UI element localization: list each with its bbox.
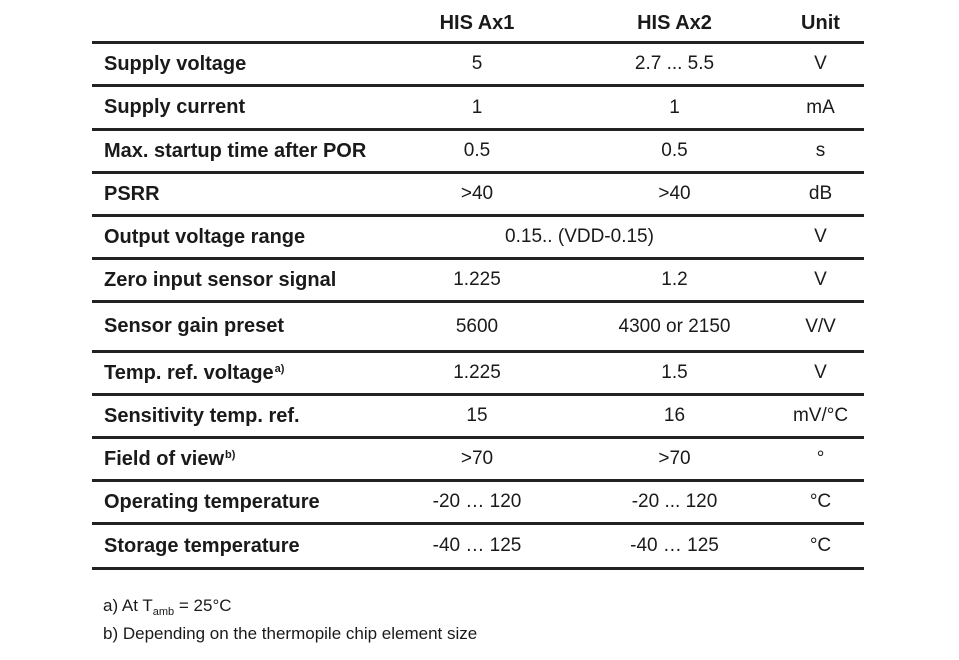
value-unit: V/V [805,315,836,337]
param-name: Storage temperature [104,534,300,557]
value-his-ax1: -40 … 125 [432,535,522,556]
header-his-ax1: HIS Ax1 [439,12,515,34]
value-his-ax1: 1.225 [453,269,501,290]
value-his-ax1: >70 [460,448,494,469]
value-his-ax1: 0.5 [463,140,491,161]
param-name: Sensor gain preset [104,315,285,337]
value-his-ax1: 5600 [455,315,499,337]
value-unit: s [815,140,826,161]
value-unit: ° [816,448,825,469]
table-row: Supply current 1 1 mA [92,87,864,131]
table-row: Sensitivity temp. ref. 15 16 mV/°C [92,396,864,439]
header-unit: Unit [801,12,840,34]
value-unit: V [814,53,827,74]
table-row: Output voltage range 0.15.. (VDD-0.15) V [92,217,864,260]
footnote-a-prefix: a) At T [103,596,153,615]
value-his-ax2: >70 [658,448,691,469]
spec-table: HIS Ax1 HIS Ax2 Unit Supply voltage 5 2.… [92,0,864,570]
param-name: Output voltage range [104,225,306,248]
value-unit: mA [806,96,835,118]
table-row: Storage temperature -40 … 125 -40 … 125 … [92,525,864,570]
value-his-ax2: -20 ... 120 [631,491,718,512]
param-name: Supply voltage [104,52,247,75]
value-unit: V [814,269,827,290]
table-row: Temp. ref. voltagea) 1.225 1.5 V [92,353,864,396]
value-his-ax2: 16 [663,405,686,426]
footnote-a-subscript: amb [152,606,175,618]
value-unit: dB [808,183,833,204]
param-name: Sensitivity temp. ref. [104,404,300,427]
value-unit: V [814,362,827,383]
table-row: Max. startup time after POR 0.5 0.5 s [92,131,864,174]
value-his-ax2: 1.5 [661,362,688,383]
param-name: PSRR [104,182,160,205]
value-his-ax2: 2.7 ... 5.5 [634,53,715,74]
param-name: Supply current [104,96,246,118]
value-his-ax2: 0.5 [661,140,688,161]
value-unit: °C [809,535,832,556]
table-row: Operating temperature -20 … 120 -20 ... … [92,482,864,525]
param-name: Zero input sensor signal [104,268,337,291]
footnote-a: a) At Tamb = 25°C [103,595,477,623]
footnotes: a) At Tamb = 25°C b) Depending on the th… [103,595,477,645]
value-unit: °C [809,491,832,512]
table-row: Field of viewb) >70 >70 ° [92,439,864,482]
value-his-ax2: -40 … 125 [630,535,719,556]
footnote-ref: a) [274,362,285,375]
footnote-ref: b) [225,448,236,461]
value-spanning: 0.15.. (VDD-0.15) [505,226,654,247]
value-his-ax1: 15 [466,405,488,426]
value-his-ax1: 1.225 [453,362,501,383]
param-name: Field of viewb) [92,448,382,471]
table-header: HIS Ax1 HIS Ax2 Unit [92,0,864,44]
value-his-ax1: 5 [471,53,483,74]
param-text: Temp. ref. voltage [104,361,274,384]
value-his-ax2: 1.2 [661,269,688,290]
footnote-b: b) Depending on the thermopile chip elem… [103,624,478,643]
param-text: Field of view [104,447,225,470]
table-row: Zero input sensor signal 1.225 1.2 V [92,260,864,303]
footnote-a-suffix: = 25°C [174,596,232,615]
value-his-ax2: 4300 or 2150 [618,315,731,337]
value-his-ax1: -20 … 120 [432,491,522,512]
value-his-ax1: >40 [460,183,494,204]
param-name: Operating temperature [104,490,320,513]
value-unit: mV/°C [792,405,849,426]
value-his-ax1: 1 [471,96,483,118]
header-his-ax2: HIS Ax2 [637,12,712,34]
value-his-ax2: 1 [669,96,680,118]
value-his-ax2: >40 [658,183,691,204]
table-row: PSRR >40 >40 dB [92,174,864,217]
table-row: Supply voltage 5 2.7 ... 5.5 V [92,44,864,87]
param-name: Max. startup time after POR [104,139,367,162]
value-unit: V [814,226,827,247]
table-row: Sensor gain preset 5600 4300 or 2150 V/V [92,303,864,353]
param-name: Temp. ref. voltagea) [92,362,382,385]
